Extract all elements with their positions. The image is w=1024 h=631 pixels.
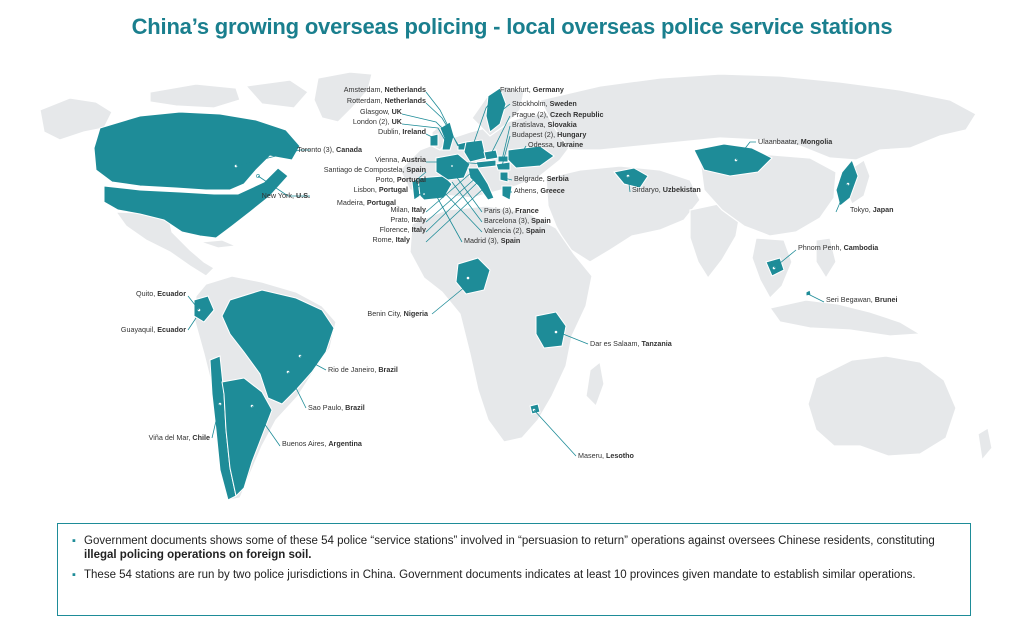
label-ulaanbaatar: Ulaanbaatar, Mongolia (758, 137, 833, 146)
label-florence: Florence, Italy (380, 225, 426, 234)
label-amsterdam: Amsterdam, Netherlands (344, 85, 426, 94)
label-benincity: Benin City, Nigeria (367, 309, 429, 318)
label-belgrade: Belgrade, Serbia (514, 174, 570, 183)
label-guayaquil: Guayaquil, Ecuador (121, 325, 186, 334)
station-dot (554, 330, 558, 334)
label-quito: Quito, Ecuador (136, 289, 186, 298)
label-vienna: Vienna, Austria (375, 155, 427, 164)
label-madeira: Madeira, Portugal (337, 198, 396, 207)
label-toronto: Toronto (3), Canada (297, 145, 363, 154)
country-canada (93, 111, 301, 191)
label-daressalaam: Dar es Salaam, Tanzania (590, 339, 673, 348)
country-greece (501, 185, 513, 201)
label-santiago: Santiago de Compostela, Spain (324, 165, 426, 174)
country-italy (467, 167, 495, 201)
label-london: London (2), UK (353, 117, 403, 126)
country-uzbekistan (613, 167, 649, 189)
label-odessa: Odessa, Ukraine (528, 140, 583, 149)
country-austria (475, 159, 497, 169)
label-prato: Prato, Italy (390, 215, 426, 224)
notes-box: ▪ Government documents shows some of the… (57, 523, 971, 616)
country-ukraine (507, 145, 555, 169)
label-seribegawan: Seri Begawan, Brunei (826, 295, 898, 304)
note-item: ▪ Government documents shows some of the… (72, 534, 956, 562)
label-buenosaires: Buenos Aires, Argentina (282, 439, 363, 448)
country-ecuador (193, 295, 215, 323)
country-tanzania (535, 311, 567, 349)
label-newyork: New York, U.S. (262, 191, 310, 200)
label-lisbon: Lisbon, Portugal (354, 185, 408, 194)
country-sweden (485, 87, 507, 133)
label-rome: Rome, Italy (372, 235, 410, 244)
country-nigeria (455, 257, 491, 295)
note-text: These 54 stations are run by two police … (84, 569, 916, 581)
label-porto: Porto, Portugal (376, 175, 426, 184)
label-tokyo: Tokyo, Japan (850, 205, 894, 214)
label-barcelona: Barcelona (3), Spain (484, 216, 551, 225)
label-rotterdam: Rotterdam, Netherlands (347, 96, 426, 105)
label-bratislava: Bratislava, Slovakia (512, 120, 578, 129)
country-hungary (495, 161, 511, 171)
country-czech (483, 149, 499, 161)
label-prague: Prague (2), Czech Republic (512, 110, 603, 119)
label-milan: Milan, Italy (390, 205, 426, 214)
country-serbia (499, 171, 509, 183)
label-madrid: Madrid (3), Spain (464, 236, 520, 245)
label-maseru: Maseru, Lesotho (578, 451, 635, 460)
label-athens: Athens, Greece (514, 186, 565, 195)
label-vinadelmar: Viña del Mar, Chile (149, 433, 210, 442)
station-dot (466, 276, 470, 280)
label-riodejaneiro: Rio de Janeiro, Brazil (328, 365, 398, 374)
bullet-icon: ▪ (72, 569, 76, 581)
leader-lines (187, 91, 849, 457)
label-saopaulo: Sao Paulo, Brazil (308, 403, 365, 412)
country-argentina (221, 377, 273, 498)
country-mongolia (693, 143, 773, 177)
label-frankfurt: Frankfurt, Germany (500, 85, 564, 94)
station-dot (450, 164, 454, 168)
label-phnompenh: Phnom Penh, Cambodia (798, 243, 879, 252)
label-sirdaryo: Sirdaryo, Uzbekistan (632, 185, 701, 194)
map-title: China’s growing overseas policing - loca… (131, 14, 893, 39)
note-item: ▪ These 54 stations are run by two polic… (72, 568, 956, 582)
station-labels: Amsterdam, Netherlands Rotterdam, Nether… (121, 85, 898, 460)
label-glasgow: Glasgow, UK (360, 107, 403, 116)
country-us (103, 167, 289, 239)
label-budapest: Budapest (2), Hungary (512, 130, 586, 139)
label-stockholm: Stockholm, Sweden (512, 99, 577, 108)
bullet-icon: ▪ (72, 535, 76, 547)
note-emphasis: illegal policing operations on foreign s… (84, 549, 312, 561)
label-paris: Paris (3), France (484, 206, 539, 215)
country-germany (463, 139, 487, 163)
note-text: Government documents shows some of these… (84, 535, 935, 547)
label-dublin: Dublin, Ireland (378, 127, 426, 136)
label-valencia: Valencia (2), Spain (484, 226, 545, 235)
country-brazil (221, 289, 335, 405)
